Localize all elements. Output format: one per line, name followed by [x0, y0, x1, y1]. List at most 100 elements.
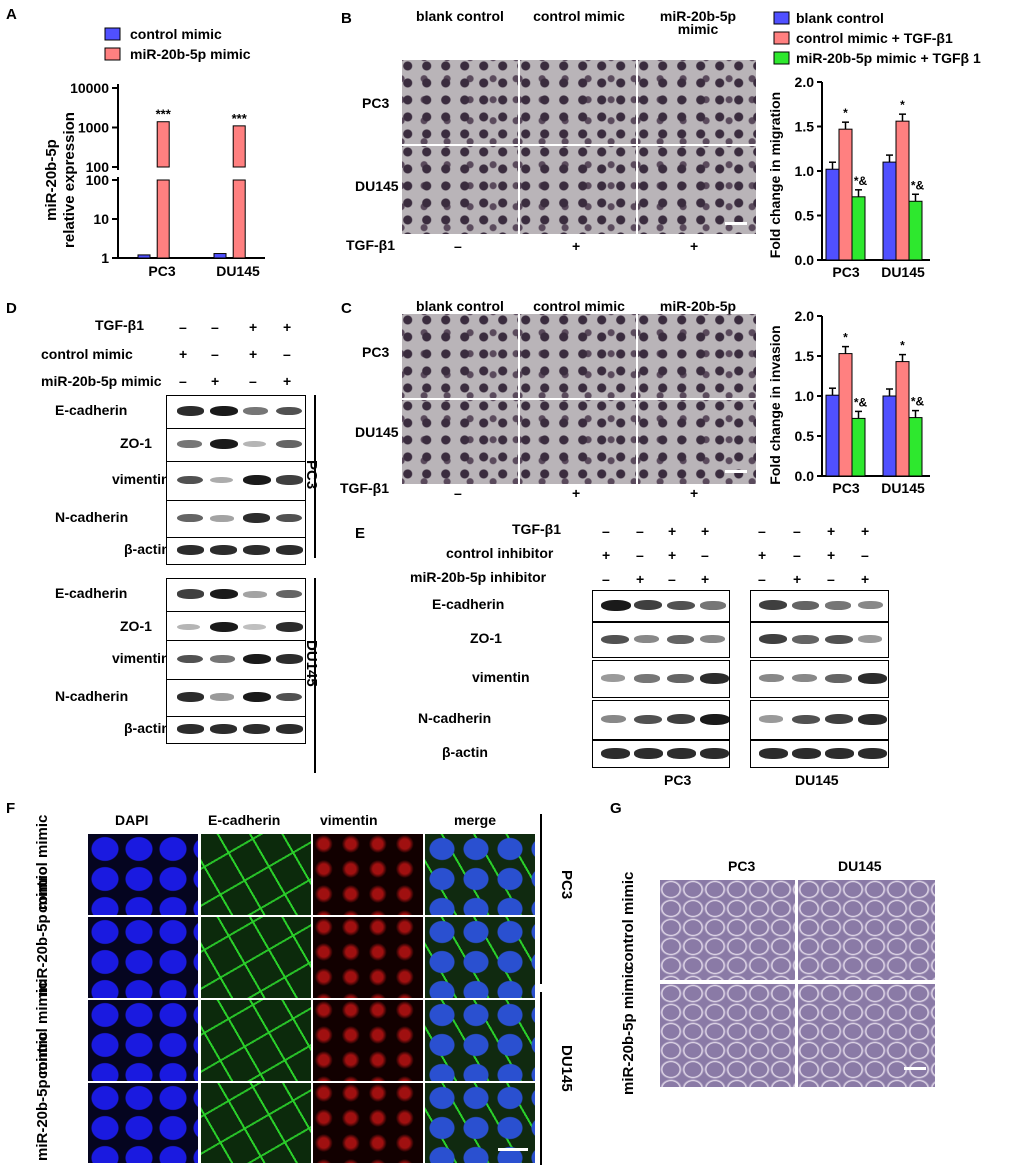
e-band [792, 674, 818, 683]
e-hdr-tgf: TGF-β1 [512, 521, 561, 537]
d-band [243, 545, 271, 555]
d-band [210, 693, 234, 701]
e-sign-du145: – [793, 547, 801, 563]
significance: * [843, 106, 848, 120]
e-band [634, 674, 660, 683]
panel-label-b: B [341, 10, 352, 27]
e-sign-du145: + [861, 571, 870, 587]
legend-b-label-1: blank control [796, 10, 884, 26]
y-label-a-line1: miR-20b-5p [43, 139, 60, 221]
d-band [177, 724, 205, 734]
g-row-control: control mimic [620, 871, 637, 970]
d-band [276, 545, 304, 555]
d-protein-label: ZO-1 [120, 435, 152, 451]
d-blot [166, 537, 306, 565]
e-band [759, 748, 789, 759]
d-band [177, 623, 200, 631]
d-blot [166, 640, 306, 680]
significance: * [843, 331, 848, 345]
e-protein-label: E-cadherin [432, 596, 505, 612]
d-band [276, 439, 302, 449]
y-tick-label: 1.5 [795, 119, 815, 135]
d-sign: + [249, 319, 258, 335]
y-tick-label: 1.0 [795, 388, 815, 404]
chart-b: blank control control mimic + TGF-β1 miR… [767, 10, 981, 280]
e-band [792, 634, 819, 644]
panel-label-c: C [341, 300, 352, 317]
f-scale-bar [498, 1148, 528, 1151]
d-sign: + [211, 373, 220, 389]
e-sign-pc3: – [636, 547, 644, 563]
b-col-blank: blank control [400, 9, 520, 23]
f-image-vim [313, 917, 423, 998]
y-tick-label-a-top: 1000 [78, 120, 109, 136]
f-cell-du145: DU145 [558, 1045, 575, 1092]
d-protein-label: vimentin [112, 650, 170, 666]
c-col-blank: blank control [400, 299, 520, 313]
f-image-ecad [201, 917, 311, 998]
bar-a [137, 254, 151, 259]
d-blot [166, 428, 306, 462]
d-blot [166, 679, 306, 717]
bar [908, 200, 923, 261]
significance: *& [854, 395, 868, 409]
d-band [276, 513, 303, 523]
e-band [858, 635, 883, 643]
significance-a: *** [156, 107, 172, 122]
e-sign-pc3: – [602, 523, 610, 539]
f-col-label: E-cadherin [208, 812, 281, 828]
f-image-ecad [201, 1000, 311, 1081]
d-protein-label: β-actin [124, 541, 170, 557]
e-band [759, 715, 784, 723]
c-image-du145-mir [638, 400, 756, 484]
d-band [276, 724, 304, 734]
x-tick-label-a: DU145 [216, 263, 260, 279]
e-hdr-mir: miR-20b-5p inhibitor [410, 569, 547, 585]
e-sign-du145: – [861, 547, 869, 563]
f-image-merge [425, 1000, 535, 1081]
e-band [792, 748, 822, 759]
e-band [825, 601, 851, 610]
e-band [601, 600, 631, 611]
d-sign: + [283, 373, 292, 389]
x-tick-label-a: PC3 [148, 263, 175, 279]
d-protein-label: E-cadherin [55, 402, 128, 418]
e-band [825, 634, 853, 645]
y-label-c: Fold change in invasion [767, 325, 783, 484]
e-sign-du145: + [827, 547, 836, 563]
e-sign-du145: + [861, 523, 870, 539]
y-tick-label: 2.0 [795, 308, 815, 324]
e-sign-pc3: – [701, 547, 709, 563]
x-tick-label: PC3 [832, 264, 859, 280]
e-band [634, 748, 664, 759]
bar-a-bottom [232, 179, 246, 259]
d-band [210, 622, 238, 632]
legend-b-swatch-1 [773, 11, 790, 25]
e-band [667, 748, 697, 759]
d-protein-label: N-cadherin [55, 688, 129, 704]
b-row-du145: DU145 [355, 178, 399, 194]
e-protein-label: vimentin [472, 669, 530, 685]
f-image-dapi [88, 917, 198, 998]
d-hdr-tgf: TGF-β1 [95, 317, 144, 333]
e-band [667, 714, 696, 725]
g-image-pc3-control [660, 880, 795, 980]
c-col-control: control mimic [519, 299, 639, 313]
g-row-mir: miR-20b-5p mimic [620, 965, 637, 1095]
d-protein-label: vimentin [112, 471, 170, 487]
e-blot [592, 740, 730, 768]
d-band [243, 724, 271, 734]
e-sign-du145: – [793, 523, 801, 539]
d-band [243, 692, 271, 702]
bar [882, 161, 897, 261]
d-blot [166, 500, 306, 538]
significance: *& [911, 395, 925, 409]
c-row-du145: DU145 [355, 424, 399, 440]
e-sign-pc3: + [602, 547, 611, 563]
d-band [276, 654, 304, 664]
legend-b-label-2: control mimic + TGF-β1 [796, 30, 953, 46]
e-band [700, 748, 729, 759]
d-band [276, 692, 303, 702]
d-bracket-du145 [314, 578, 316, 773]
